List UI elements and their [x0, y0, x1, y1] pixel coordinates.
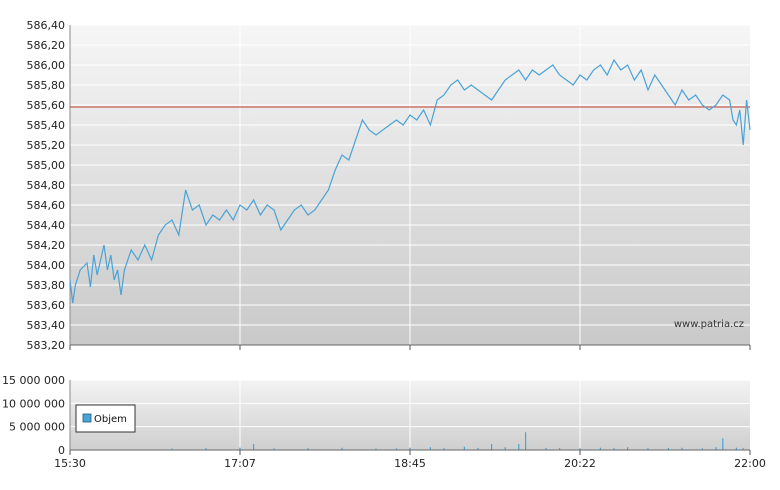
volume-bar — [273, 448, 275, 450]
price-series-line — [69, 58, 751, 304]
volume-bar — [667, 447, 669, 450]
x-tick-label: 22:00 — [734, 457, 766, 470]
volume-bar — [647, 448, 649, 450]
price-y-tick-label: 583,40 — [27, 319, 66, 332]
price-y-tick-label: 583,20 — [27, 339, 66, 352]
legend-swatch — [82, 413, 92, 423]
volume-bar — [722, 438, 724, 450]
price-y-tick-label: 585,60 — [27, 99, 66, 112]
price-y-tick-label: 584,40 — [27, 219, 66, 232]
price-y-tick-label: 586,00 — [27, 59, 66, 72]
volume-bar — [579, 448, 581, 450]
volume-bar — [239, 447, 241, 450]
volume-bar — [395, 448, 397, 450]
volume-bar — [701, 448, 703, 450]
time-x-axis: 15:30 17:07 18:45 20:22 22:00 — [54, 345, 766, 470]
price-y-tick-label: 583,80 — [27, 279, 66, 292]
price-y-tick-label: 584,20 — [27, 239, 66, 252]
volume-y-tick-label: 0 — [58, 444, 65, 457]
volume-bar — [375, 448, 377, 450]
price-y-tick-label: 583,60 — [27, 299, 66, 312]
volume-y-tick-label: 15 000 000 — [2, 374, 65, 387]
volume-bar — [627, 447, 629, 450]
price-gridlines — [69, 24, 750, 346]
volume-bar — [409, 447, 411, 450]
volume-bars — [171, 432, 744, 450]
volume-bar — [253, 443, 255, 450]
volume-bar — [171, 448, 173, 450]
volume-bar — [735, 447, 737, 450]
price-y-tick-label: 584,60 — [27, 199, 66, 212]
volume-bar — [341, 447, 343, 450]
volume-bar — [599, 447, 601, 450]
price-y-tick-label: 584,80 — [27, 179, 66, 192]
x-tick-label: 15:30 — [54, 457, 86, 470]
volume-bar — [545, 447, 547, 450]
volume-bar — [491, 443, 493, 450]
volume-bar — [518, 443, 520, 450]
volume-bar — [525, 432, 527, 450]
volume-y-axis: 15 000 000 10 000 000 5 000 000 0 — [2, 374, 65, 457]
volume-bar — [307, 448, 309, 450]
volume-bar — [429, 447, 431, 450]
x-tick-label: 17:07 — [224, 457, 256, 470]
volume-bar — [742, 448, 744, 450]
volume-bar — [443, 448, 445, 450]
x-tick-label: 20:22 — [564, 457, 596, 470]
price-y-tick-label: 584,00 — [27, 259, 66, 272]
price-y-tick-label: 585,40 — [27, 119, 66, 132]
volume-bar — [205, 448, 207, 450]
volume-legend: Objem — [75, 404, 136, 433]
volume-bar — [559, 448, 561, 450]
volume-y-tick-label: 5 000 000 — [9, 421, 65, 434]
price-y-tick-label: 585,20 — [27, 139, 66, 152]
price-y-tick-label: 586,40 — [27, 19, 66, 32]
price-y-tick-label: 586,20 — [27, 39, 66, 52]
price-y-tick-label: 585,00 — [27, 159, 66, 172]
watermark: www.patria.cz — [674, 319, 744, 330]
volume-bar — [504, 447, 506, 450]
volume-bar — [477, 447, 479, 450]
volume-bar — [715, 447, 717, 450]
x-tick-label: 18:45 — [394, 457, 426, 470]
volume-bar — [681, 447, 683, 450]
price-y-tick-label: 585,80 — [27, 79, 66, 92]
price-y-axis: 586,40 586,20 586,00 585,80 585,60 585,40 585,… — [27, 19, 66, 352]
volume-bar — [463, 446, 465, 450]
legend-label: Objem — [94, 414, 127, 425]
volume-y-tick-label: 10 000 000 — [2, 397, 65, 410]
volume-bar — [613, 448, 615, 450]
